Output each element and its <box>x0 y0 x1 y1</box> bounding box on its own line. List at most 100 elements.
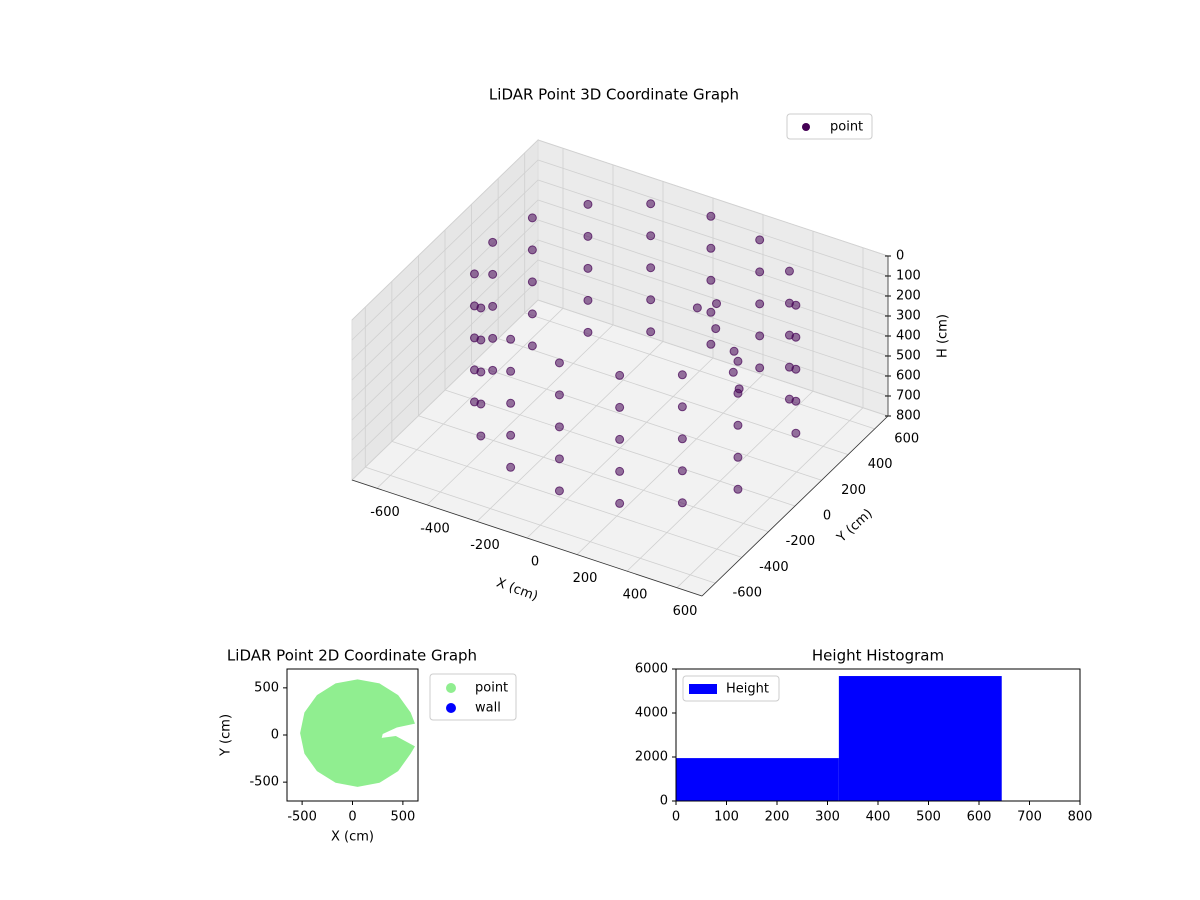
legend-box <box>786 113 873 140</box>
grid-line <box>537 139 889 257</box>
point <box>615 498 625 508</box>
point <box>476 367 486 377</box>
point <box>583 199 593 209</box>
x-tick-label: 600 <box>967 810 992 825</box>
point <box>615 466 625 476</box>
point <box>527 213 537 223</box>
bar <box>838 676 1002 801</box>
legend-patch <box>689 684 717 694</box>
point <box>646 263 656 273</box>
grid-line <box>351 199 539 381</box>
y-tick-label: 0 <box>660 794 668 809</box>
x-tick-label: 200 <box>765 810 790 825</box>
point <box>527 277 537 287</box>
z-tick-label: 300 <box>896 309 921 324</box>
point <box>706 339 716 349</box>
x-tick-label: 700 <box>1017 810 1042 825</box>
y-tick-label: -400 <box>759 560 789 575</box>
grid-line <box>537 199 889 317</box>
point <box>784 266 794 276</box>
x-tick-label: 0 <box>531 555 539 570</box>
point-region <box>300 679 415 787</box>
point <box>791 332 801 342</box>
point <box>488 269 498 279</box>
legend-marker <box>802 123 810 131</box>
point <box>733 420 743 430</box>
point <box>677 434 687 444</box>
z-tick-label: 0 <box>896 249 904 264</box>
x-axis-label: X (cm) <box>494 576 540 605</box>
x-tick-label: 200 <box>573 571 598 586</box>
y-tick-label: 0 <box>271 728 279 743</box>
point <box>677 402 687 412</box>
point <box>476 399 486 409</box>
legend-label: point <box>475 681 508 696</box>
y-tick-label: 500 <box>254 680 279 695</box>
point <box>583 295 593 305</box>
point <box>488 333 498 343</box>
point <box>646 327 656 337</box>
point <box>583 231 593 241</box>
point <box>755 267 765 277</box>
point <box>755 299 765 309</box>
point <box>615 434 625 444</box>
y-tick-label: 400 <box>868 457 893 472</box>
chart-title: Height Histogram <box>812 647 944 665</box>
grid-line <box>351 239 539 421</box>
chart-title: LiDAR Point 3D Coordinate Graph <box>489 86 739 104</box>
grid-line <box>351 159 539 341</box>
x-tick-label: 500 <box>916 810 941 825</box>
x-tick-label: 800 <box>1068 810 1093 825</box>
point <box>791 364 801 374</box>
point <box>791 428 801 438</box>
point <box>733 356 743 366</box>
y-tick-label: -200 <box>786 534 816 549</box>
point <box>791 300 801 310</box>
bar <box>676 758 839 801</box>
point <box>554 454 564 464</box>
chart-title: LiDAR Point 2D Coordinate Graph <box>227 647 477 665</box>
x-tick-label: 400 <box>623 588 648 603</box>
y-tick-label: 2000 <box>635 750 668 765</box>
legend-box <box>682 675 780 702</box>
plot-area <box>300 679 415 787</box>
x-tick-label: 100 <box>714 810 739 825</box>
y-axis-label: Y (cm) <box>219 714 234 757</box>
z-tick-label: 700 <box>896 389 921 404</box>
y-tick-label: 600 <box>894 431 919 446</box>
x-tick-label: 0 <box>348 810 356 825</box>
grid-line <box>351 219 539 401</box>
point <box>791 396 801 406</box>
grid-line <box>351 279 539 461</box>
grid-line <box>391 441 742 558</box>
x-tick-label: 400 <box>866 810 891 825</box>
grid-line <box>351 299 539 481</box>
point <box>733 388 743 398</box>
x-tick-label: 0 <box>672 810 680 825</box>
point <box>729 346 739 356</box>
legend-label: Height <box>726 682 769 697</box>
legend-label: point <box>830 120 863 135</box>
z-tick-label: 200 <box>896 289 921 304</box>
z-tick-label: 100 <box>896 269 921 284</box>
point <box>706 243 716 253</box>
legend-marker <box>446 703 456 713</box>
point <box>554 358 564 368</box>
x-tick-label: 300 <box>815 810 840 825</box>
z-tick-label: 500 <box>896 349 921 364</box>
grid-line <box>537 239 889 357</box>
point <box>554 486 564 496</box>
point <box>488 365 498 375</box>
z-tick-label: 800 <box>896 409 921 424</box>
point <box>469 269 479 279</box>
point <box>506 430 516 440</box>
point <box>712 299 721 309</box>
point <box>583 327 593 337</box>
grid-line <box>471 363 822 481</box>
y-tick-label: -500 <box>249 775 279 790</box>
point <box>476 335 486 345</box>
z-axis-label: H (cm) <box>936 314 951 358</box>
point <box>646 295 656 305</box>
